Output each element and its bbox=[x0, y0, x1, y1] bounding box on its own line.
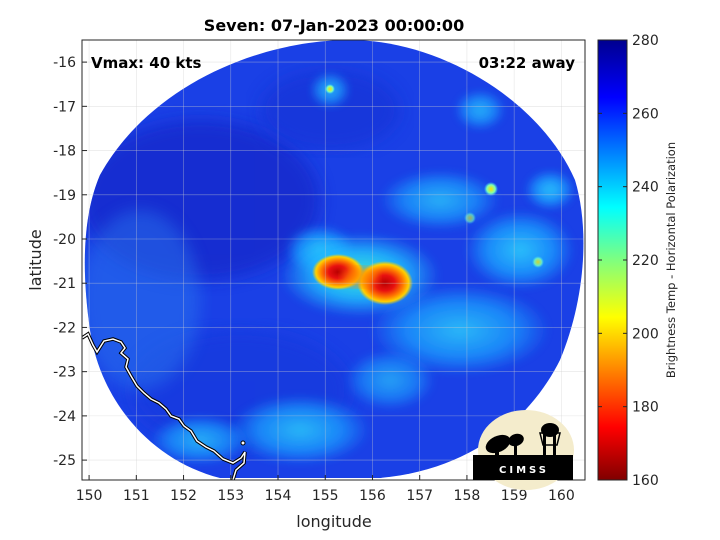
y-tick-label: -19 bbox=[53, 188, 76, 204]
y-tick-label: -25 bbox=[53, 453, 76, 469]
cimss-logo-text: CIMSS bbox=[499, 465, 549, 476]
x-tick-label: 153 bbox=[217, 488, 244, 504]
x-tick-label: 152 bbox=[170, 488, 197, 504]
y-tick-label: -16 bbox=[53, 55, 76, 71]
colorbar-scale bbox=[597, 39, 628, 481]
x-tick-label: 155 bbox=[312, 488, 339, 504]
x-tick-label: 154 bbox=[265, 488, 292, 504]
y-axis-ticks: -16 -17 -18 -19 -20 -21 -22 -23 -24 -25 bbox=[53, 55, 87, 469]
colorbar-tick-label: 160 bbox=[632, 473, 659, 489]
vmax-annotation: Vmax: 40 kts bbox=[91, 54, 201, 72]
x-axis-ticks: 150 151 152 153 154 155 156 157 158 159 160 bbox=[76, 475, 575, 504]
y-tick-label: -20 bbox=[53, 232, 76, 248]
x-tick-label: 151 bbox=[123, 488, 150, 504]
x-tick-label: 158 bbox=[454, 488, 481, 504]
y-axis-label: latitude bbox=[26, 229, 45, 290]
y-tick-label: -21 bbox=[53, 276, 76, 292]
colorbar-tick-label: 220 bbox=[632, 253, 659, 269]
time-away-annotation: 03:22 away bbox=[479, 54, 576, 72]
x-tick-label: 150 bbox=[76, 488, 103, 504]
colorbar-tick-label: 200 bbox=[632, 326, 659, 342]
y-tick-label: -22 bbox=[53, 320, 76, 336]
x-tick-label: 160 bbox=[548, 488, 575, 504]
axes-box bbox=[81, 39, 586, 481]
cimss-logo: CIMSS bbox=[473, 410, 574, 490]
y-tick-label: -24 bbox=[53, 409, 76, 425]
grid-lines bbox=[82, 40, 585, 480]
x-axis-label: longitude bbox=[296, 512, 371, 531]
y-tick-label: -18 bbox=[53, 144, 76, 160]
x-tick-label: 157 bbox=[406, 488, 433, 504]
colorbar-tick-label: 240 bbox=[632, 180, 659, 196]
x-tick-label: 156 bbox=[359, 488, 386, 504]
colorbar-tick-label: 280 bbox=[632, 33, 659, 49]
x-tick-label: 159 bbox=[501, 488, 528, 504]
colorbar-tick-label: 180 bbox=[632, 400, 659, 416]
colorbar-ticks: 160 180 200 220 240 260 280 bbox=[598, 33, 659, 489]
chart-title: Seven: 07-Jan-2023 00:00:00 bbox=[204, 16, 464, 35]
colorbar-label: Brightness Temp - Horizontal Polarizatio… bbox=[664, 142, 678, 378]
microwave-swath bbox=[84, 40, 584, 478]
coastline bbox=[82, 331, 247, 480]
colorbar-tick-label: 260 bbox=[632, 106, 659, 122]
colorbar: 160 180 200 220 240 260 280 Brightness Temp - … bbox=[597, 33, 678, 489]
y-tick-label: -23 bbox=[53, 365, 76, 381]
y-tick-label: -17 bbox=[53, 99, 76, 115]
